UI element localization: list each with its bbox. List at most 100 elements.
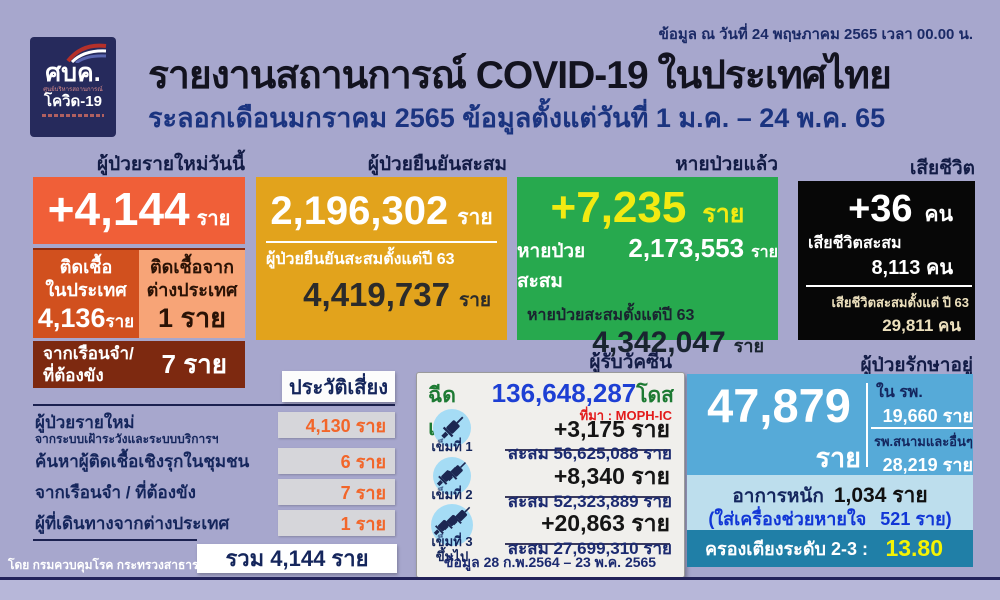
data-as-of-note: ข้อมูล ณ วันที่ 24 พฤษภาคม 2565 เวลา 00.… [658, 26, 973, 43]
prison-label-line1: จากเรือนจำ/ [43, 344, 134, 364]
cumulative-unit: ราย [457, 206, 493, 229]
deaths-since63-value: 29,811 คน [882, 316, 961, 336]
risk-row-label: ผู้ที่เดินทางจากต่างประเทศ [35, 514, 230, 533]
dose1-circle [433, 409, 471, 447]
dose3-new: +20,863 ราย [505, 506, 670, 545]
severe-label: อาการหนัก [732, 486, 824, 507]
dose1-cumulative: สะสม 56,625,088 ราย [507, 444, 672, 463]
domestic-label-line2: ในประเทศ [45, 279, 127, 300]
risk-row-value: 4,130 ราย [278, 412, 395, 438]
dose2-circle [433, 457, 471, 495]
cumulative-since63-label: ผู้ป่วยยืนยันสะสมตั้งแต่ปี 63 [266, 251, 455, 268]
page-title: รายงานสถานการณ์ COVID-19 ในประเทศไทย [148, 54, 892, 97]
vaccine-dose-unit: โดส [636, 384, 674, 407]
thai-flag-swoosh-icon [66, 43, 107, 63]
risk-row-label: ผู้ป่วยรายใหม่ [35, 413, 135, 432]
recovered-header: หายป่วยแล้ว [675, 154, 778, 175]
risk-row-value: 1 ราย [278, 510, 395, 536]
logo-org-name: ศูนย์บริหารสถานการณ์ [43, 87, 103, 93]
deaths-today-unit: คน [924, 203, 953, 226]
domestic-cases-cell: ติดเชื้อ ในประเทศ 4,136ราย [33, 250, 139, 338]
hospitalized-unit: ราย [815, 443, 861, 473]
deaths-cum-label: เสียชีวิตสะสม [808, 235, 902, 252]
field-hospital-label: รพ.สนามและอื่นๆ [874, 434, 973, 449]
deaths-cum-value: 8,113 คน [871, 257, 953, 280]
divider [871, 427, 973, 429]
imported-cases-cell: ติดเชื้อจาก ต่างประเทศ 1 ราย [139, 250, 245, 338]
risk-history-title: ประวัติเสี่ยง [282, 371, 395, 402]
ventilator-value: 521 ราย) [880, 509, 952, 529]
risk-row-sublabel: จากระบบเฝ้าระวังและระบบบริการฯ [35, 432, 219, 446]
dose1-label: เข็มที่ 1 [431, 439, 473, 454]
syringe-icon [446, 461, 467, 482]
recovered-since63-unit: ราย [733, 336, 764, 356]
imported-value: 1 ราย [157, 303, 226, 333]
domestic-unit: ราย [105, 312, 135, 331]
new-cases-value: +4,144 [47, 183, 190, 235]
recovered-cum-value: 2,173,553 [628, 233, 745, 263]
deaths-card: +36 คน เสียชีวิตสะสม 8,113 คน เสียชีวิตส… [798, 181, 975, 340]
severe-value: 1,034 ราย [833, 484, 928, 507]
dose2-cumulative: สะสม 52,323,889 ราย [507, 492, 672, 511]
deaths-today-value: +36 [848, 188, 913, 230]
deaths-since63-label: เสียชีวิตสะสมตั้งแต่ ปี 63 [831, 295, 969, 311]
dose3-cumulative: สะสม 27,699,310 ราย [507, 539, 672, 558]
divider [866, 383, 868, 467]
domestic-value: 4,136 [37, 303, 106, 333]
logo-covid-label: โควิด-19 [44, 93, 102, 111]
cumulative-since63-value: 4,419,737 [303, 276, 450, 313]
divider [806, 285, 972, 288]
syringe-icon [451, 506, 471, 526]
field-hospital-value: 28,219 ราย [882, 455, 973, 475]
deaths-header: เสียชีวิต [909, 158, 975, 179]
bed-occupancy-bar: ครองเตียงระดับ 2-3 : 13.80 [687, 530, 973, 567]
vaccine-period: ข้อมูล 28 ก.พ.2564 – 23 พ.ค. 2565 [443, 554, 657, 570]
recovered-cum-label: หายป่วยสะสม [517, 241, 586, 292]
dose3-label-line2: ขึ้นไป [435, 549, 469, 564]
logo-abbr: ศบค. [45, 59, 101, 87]
in-hospital-value: 19,660 ราย [882, 406, 973, 426]
cumulative-since63-unit: ราย [458, 290, 491, 311]
hospitalized-value: 47,879 [707, 379, 851, 432]
new-cases-breakdown: ติดเชื้อ ในประเทศ 4,136ราย ติดเชื้อจาก ต… [33, 248, 245, 338]
recovered-today-unit: ราย [702, 200, 745, 228]
bed-occupancy-value: 13.80 [885, 535, 943, 561]
risk-row-value: 7 ราย [278, 479, 395, 505]
hospitalized-card-middle [687, 475, 973, 530]
new-cases-unit: ราย [196, 208, 231, 230]
hospitalized-card-top [687, 374, 973, 475]
page-subtitle: ระลอกเดือนมกราคม 2565 ข้อมูลตั้งแต่วันที… [148, 103, 886, 133]
risk-total: รวม 4,144 ราย [197, 544, 397, 573]
dose1-new: +3,175 ราย [505, 412, 670, 451]
divider [33, 539, 197, 541]
ventilator-label: (ใส่เครื่องช่วยหายใจ [708, 509, 867, 529]
recovered-since63-value: 4,342,047 [592, 326, 726, 359]
cumulative-value: 2,196,302 [270, 189, 449, 233]
cumulative-cases-header: ผู้ป่วยยืนยันสะสม [367, 154, 507, 175]
recovered-cum-unit: ราย [751, 244, 778, 261]
vaccine-header: ผู้รับวัคซีน [589, 352, 672, 373]
risk-row-value: 6 ราย [278, 448, 395, 474]
cumulative-cases-card: 2,196,302 ราย ผู้ป่วยยืนยันสะสมตั้งแต่ปี… [256, 177, 507, 340]
ccsa-logo: ศบค. ศูนย์บริหารสถานการณ์ โควิด-19 [30, 37, 116, 137]
risk-row-label: ค้นหาผู้ติดเชื้อเชิงรุกในชุมชน [35, 452, 250, 471]
dose3-circle [431, 504, 473, 546]
recovered-since63-label: หายป่วยสะสมตั้งแต่ปี 63 [527, 307, 695, 324]
divider [33, 404, 395, 406]
syringe-icon [441, 416, 464, 439]
vaccine-total-doses: 136,648,287 [491, 378, 637, 408]
new-cases-header: ผู้ป่วยรายใหม่วันนี้ [97, 154, 245, 175]
risk-row-label: จากเรือนจำ / ที่ต้องขัง [35, 483, 196, 502]
recovered-card: +7,235 ราย หายป่วยสะสม 2,173,553 ราย หาย… [517, 177, 778, 359]
dose2-new: +8,340 ราย [505, 459, 670, 498]
divider [0, 577, 1000, 580]
dose2-label: เข็มที่ 2 [431, 487, 473, 502]
logo-motto-decoration [42, 113, 104, 117]
imported-label-line1: ติดเชื้อจาก [149, 257, 235, 277]
bottom-strip [0, 580, 1000, 600]
prison-value: 7 ราย [161, 349, 227, 379]
vaccine-source: ที่มา : MOPH-IC [579, 408, 672, 423]
recovered-today-value: +7,235 [550, 183, 687, 232]
credit-text: โดย กรมควบคุมโรค กระทรวงสาธารณสุข [8, 558, 226, 572]
divider [266, 241, 497, 243]
